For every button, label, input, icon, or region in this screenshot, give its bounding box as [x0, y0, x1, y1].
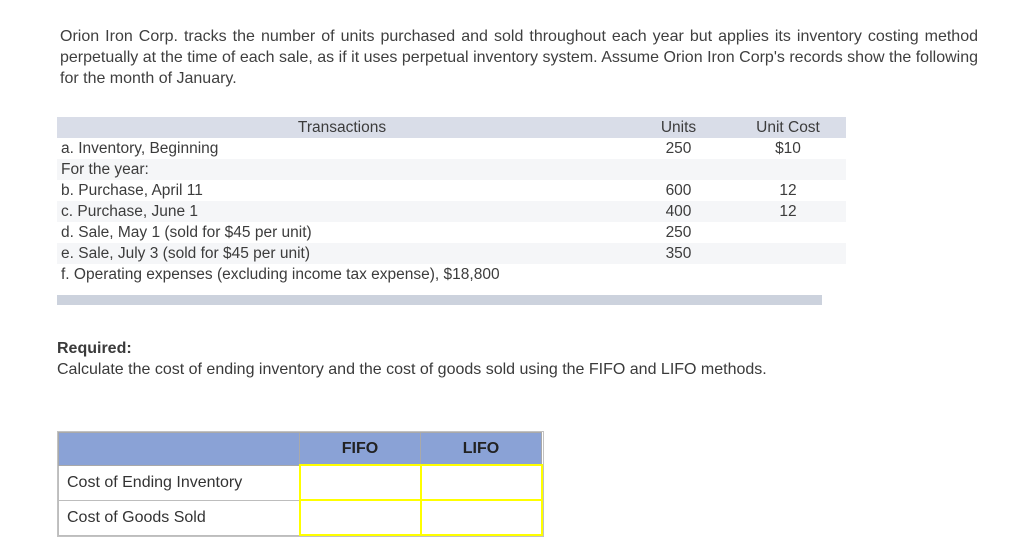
table-row: For the year: [57, 159, 846, 180]
ending-inventory-row-label: Cost of Ending Inventory [58, 464, 300, 501]
answer-table-wrapper: FIFO LIFO Cost of Ending Inventory Cost … [57, 431, 544, 537]
answer-table-corner-cell [58, 432, 300, 466]
transactions-header: Transactions [57, 117, 627, 138]
answer-table-header-row: FIFO LIFO [58, 432, 542, 466]
units-header: Units [627, 117, 730, 138]
transaction-units: 250 [665, 223, 692, 241]
table-row: a. Inventory, Beginning 250 $10 [57, 138, 846, 159]
table-row: c. Purchase, June 1 400 12 [57, 201, 846, 222]
transaction-unit-cost [730, 264, 846, 285]
transaction-unit-cost [730, 222, 846, 243]
lifo-column-header: LIFO [420, 432, 542, 466]
required-label: Required: [57, 340, 132, 357]
transaction-label: c. Purchase, June 1 [61, 202, 198, 220]
transaction-units: 400 [665, 202, 692, 220]
goods-sold-row-label: Cost of Goods Sold [58, 499, 300, 536]
fifo-column-header: FIFO [299, 432, 421, 466]
goods-sold-fifo-input[interactable] [298, 499, 422, 536]
transaction-units: 350 [665, 244, 692, 262]
table-row: Cost of Goods Sold [58, 499, 543, 536]
table-row: f. Operating expenses (excluding income … [57, 264, 846, 285]
table-row: e. Sale, July 3 (sold for $45 per unit) … [57, 243, 846, 264]
transactions-table-header-row: Transactions Units Unit Cost [57, 117, 846, 138]
transaction-label: e. Sale, July 3 (sold for $45 per unit) [61, 244, 310, 262]
transaction-label: For the year: [61, 160, 149, 178]
transaction-label: d. Sale, May 1 (sold for $45 per unit) [61, 223, 312, 241]
transaction-label: b. Purchase, April 11 [61, 181, 203, 199]
transactions-table-footer-bar [57, 295, 822, 305]
ending-inventory-lifo-input[interactable] [419, 464, 543, 501]
transaction-unit-cost [730, 243, 846, 264]
transaction-unit-cost: $10 [775, 139, 801, 157]
problem-intro-paragraph: Orion Iron Corp. tracks the number of un… [60, 28, 978, 87]
transaction-units [627, 264, 730, 285]
transaction-label: f. Operating expenses (excluding income … [61, 265, 500, 283]
required-instruction: Calculate the cost of ending inventory a… [57, 361, 767, 378]
goods-sold-lifo-input[interactable] [419, 499, 543, 536]
transactions-table: Transactions Units Unit Cost a. Inventor… [57, 117, 846, 285]
transaction-units: 250 [665, 139, 692, 157]
answer-table: FIFO LIFO Cost of Ending Inventory Cost … [58, 432, 543, 536]
unit-cost-header: Unit Cost [730, 117, 846, 138]
transaction-label: a. Inventory, Beginning [61, 139, 219, 157]
transaction-unit-cost: 12 [779, 181, 797, 199]
transaction-unit-cost: 12 [779, 202, 797, 220]
transaction-units [627, 159, 730, 180]
table-row: d. Sale, May 1 (sold for $45 per unit) 2… [57, 222, 846, 243]
transaction-unit-cost [730, 159, 846, 180]
table-row: b. Purchase, April 11 600 12 [57, 180, 846, 201]
ending-inventory-fifo-input[interactable] [298, 464, 422, 501]
table-row: Cost of Ending Inventory [58, 464, 543, 501]
transaction-units: 600 [665, 181, 692, 199]
required-section: Required: Calculate the cost of ending i… [57, 338, 976, 380]
